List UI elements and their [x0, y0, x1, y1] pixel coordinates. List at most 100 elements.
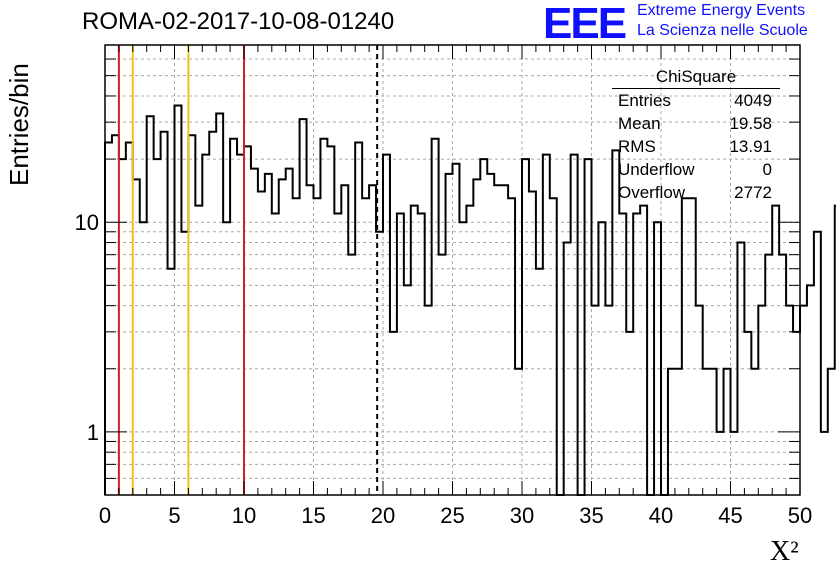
- stats-title: ChiSquare: [612, 66, 780, 89]
- histogram-bin: [181, 232, 188, 495]
- histogram-bin: [119, 159, 126, 495]
- histogram-outline: [104, 104, 836, 496]
- histogram-bin: [626, 332, 633, 495]
- histogram-bin: [390, 332, 397, 495]
- eee-logo: EEE: [543, 0, 627, 48]
- histogram-bin: [536, 269, 543, 495]
- stats-label: Underflow: [618, 160, 695, 179]
- x-tick-label: 35: [579, 503, 603, 528]
- histogram-bin: [744, 332, 751, 495]
- stats-value: 19.58: [729, 114, 772, 133]
- histogram-bin: [244, 146, 251, 495]
- histogram-bin: [334, 214, 341, 495]
- histogram-bin: [209, 132, 216, 495]
- histogram-bin: [522, 159, 529, 495]
- histogram-bin: [126, 142, 133, 495]
- histogram-bin: [418, 214, 425, 495]
- x-tick-label: 10: [232, 503, 256, 528]
- histogram-bin: [765, 255, 772, 495]
- stats-label: Overflow: [618, 183, 686, 202]
- histogram-bin: [571, 155, 578, 495]
- histogram-bin: [202, 155, 209, 495]
- x-tick-label: 40: [649, 503, 673, 528]
- logo-tagline-1: Extreme Energy Events: [637, 2, 806, 19]
- histogram-bin: [383, 155, 390, 495]
- x-tick-label: 5: [168, 503, 180, 528]
- x-tick-label: 45: [718, 503, 742, 528]
- histogram-bin: [605, 306, 612, 495]
- histogram-bin: [696, 306, 703, 495]
- histogram-bin: [237, 155, 244, 495]
- stats-label: Entries: [618, 91, 671, 110]
- histogram-bin: [585, 159, 592, 495]
- histogram-bin: [758, 306, 765, 495]
- histogram-bin: [355, 142, 362, 495]
- histogram-bin: [619, 214, 626, 495]
- histogram-bin: [154, 159, 161, 495]
- stats-row-mean: Mean 19.58: [612, 112, 780, 135]
- histogram-bin: [800, 306, 807, 495]
- histogram-bin: [793, 332, 800, 495]
- histogram-bin: [821, 432, 828, 495]
- histogram-bin: [480, 159, 487, 495]
- histogram-bin: [654, 222, 661, 495]
- y-tick-label: 1: [87, 420, 99, 445]
- y-axis-label: Entries/bin: [4, 63, 34, 186]
- stats-box: ChiSquare Entries 4049 Mean 19.58 RMS 13.91…: [612, 66, 780, 204]
- chart-title: ROMA-02-2017-10-08-01240: [82, 8, 395, 35]
- histogram-bin: [327, 146, 334, 495]
- x-tick-label: 50: [788, 503, 812, 528]
- x-tick-label: 15: [301, 503, 325, 528]
- stats-row-rms: RMS 13.91: [612, 135, 780, 158]
- x-axis-label: X²: [770, 536, 799, 567]
- histogram-bin: [397, 214, 404, 495]
- histogram-bin: [543, 155, 550, 495]
- y-tick-label: 10: [75, 210, 99, 235]
- histogram-bin: [772, 206, 779, 495]
- histogram-bin: [404, 285, 411, 495]
- histogram-bin: [425, 306, 432, 495]
- histogram-bin: [529, 192, 536, 495]
- histogram-bin: [592, 306, 599, 495]
- histogram-bin: [140, 222, 147, 495]
- histogram-bin: [807, 285, 814, 495]
- histogram-bin: [453, 164, 460, 495]
- histogram-bin: [195, 206, 202, 495]
- stats-label: Mean: [618, 114, 661, 133]
- histogram-bin: [175, 106, 182, 495]
- histogram-bin: [216, 113, 223, 495]
- histogram-bin: [105, 142, 112, 495]
- histogram-bin: [814, 232, 821, 495]
- x-tick-label: 20: [371, 503, 395, 528]
- logo-tagline-2: La Scienza nelle Scuole: [637, 22, 808, 39]
- stats-value: 0: [762, 160, 772, 179]
- stats-row-underflow: Underflow 0: [612, 158, 780, 181]
- stats-row-overflow: Overflow 2772: [612, 181, 780, 204]
- x-tick-label: 30: [510, 503, 534, 528]
- histogram-bin: [828, 369, 835, 495]
- histogram-bin: [459, 222, 466, 495]
- histogram-bin: [633, 214, 640, 495]
- stats-value: 13.91: [729, 137, 772, 156]
- histogram-bin: [473, 179, 480, 495]
- histogram-bin: [223, 222, 230, 495]
- histogram-bin: [466, 206, 473, 495]
- histogram-bin: [786, 306, 793, 495]
- stats-label: RMS: [618, 137, 656, 156]
- stats-value: 2772: [734, 183, 772, 202]
- histogram-bin: [161, 132, 168, 495]
- histogram-bin: [640, 206, 647, 495]
- histogram-bin: [779, 255, 786, 495]
- histogram-bin: [300, 119, 307, 495]
- histogram-bin: [411, 206, 418, 495]
- histogram-bin: [272, 214, 279, 495]
- histogram-bin: [279, 179, 286, 495]
- histogram-bin: [168, 269, 175, 495]
- x-tick-label: 25: [440, 503, 464, 528]
- x-tick-label: 0: [99, 503, 111, 528]
- stats-value: 4049: [734, 91, 772, 110]
- stats-row-entries: Entries 4049: [612, 89, 780, 112]
- histogram-bin: [258, 192, 265, 495]
- histogram-bin: [439, 255, 446, 495]
